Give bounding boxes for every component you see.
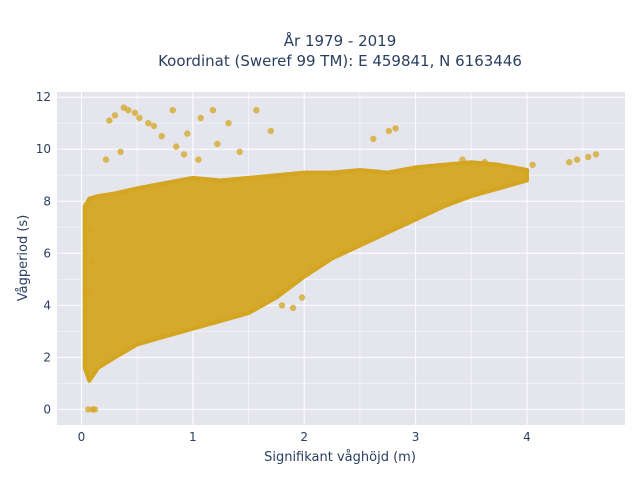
scatter-point	[370, 135, 377, 142]
scatter-point	[529, 161, 536, 168]
scatter-point	[209, 107, 217, 114]
y-tick-label: 10	[36, 142, 51, 156]
y-tick-label: 2	[43, 350, 51, 364]
scatter-point	[566, 159, 573, 166]
scatter-point	[111, 112, 119, 119]
scatter-point	[158, 133, 165, 140]
scatter-point	[145, 120, 152, 127]
scatter-point	[236, 148, 243, 155]
scatter-point	[267, 127, 274, 135]
scatter-point	[169, 107, 176, 114]
y-tick-label: 8	[43, 194, 51, 208]
scatter-point	[184, 130, 191, 137]
scatter-point	[195, 156, 202, 163]
x-tick-label: 4	[523, 430, 531, 444]
scatter-point	[385, 127, 393, 135]
scatter-point	[91, 406, 99, 413]
scatter-point	[253, 107, 260, 114]
scatter-point	[136, 114, 143, 122]
y-tick-label: 4	[43, 298, 51, 312]
x-tick-label: 3	[412, 430, 420, 444]
scatter-point	[102, 156, 110, 163]
scatter-point	[131, 109, 139, 117]
density-band-layer	[82, 160, 529, 383]
scatter-point	[197, 114, 204, 122]
y-tick-label: 0	[43, 402, 51, 416]
scatter-point	[225, 120, 232, 127]
scatter-point	[117, 148, 124, 155]
scatter-point	[214, 140, 221, 148]
scatter-point	[392, 125, 399, 132]
density-band	[82, 160, 529, 383]
scatter-point	[289, 304, 297, 312]
scatter-point	[125, 107, 132, 114]
scatter-point	[150, 122, 158, 129]
scatter-point	[278, 302, 286, 309]
scatter-point	[106, 117, 113, 124]
x-axis-label: Signifikant våghöjd (m)	[264, 450, 416, 465]
scatter-point	[298, 294, 306, 301]
x-tick-label: 1	[189, 430, 197, 444]
scatter-point	[180, 151, 188, 158]
scatter-point	[585, 153, 592, 161]
y-tick-label: 6	[43, 246, 51, 260]
chart-subtitle: Koordinat (Sweref 99 TM): E 459841, N 61…	[158, 52, 522, 70]
x-tick-label: 0	[78, 430, 86, 444]
scatter-point	[459, 156, 466, 163]
x-tick-label: 2	[300, 430, 308, 444]
point-layer	[83, 104, 600, 413]
y-axis-label: Vågperiod (s)	[16, 215, 31, 302]
scatter-point	[592, 151, 600, 158]
scatter-point	[89, 257, 96, 265]
y-tick-label: 12	[36, 90, 51, 104]
scatter-point	[85, 406, 92, 413]
scatter-point	[573, 156, 581, 163]
scatter-point	[87, 226, 94, 234]
chart-title: År 1979 - 2019	[284, 31, 397, 50]
scatter-point	[173, 143, 180, 150]
scatter-point	[83, 289, 91, 296]
scatter-point	[481, 159, 488, 166]
